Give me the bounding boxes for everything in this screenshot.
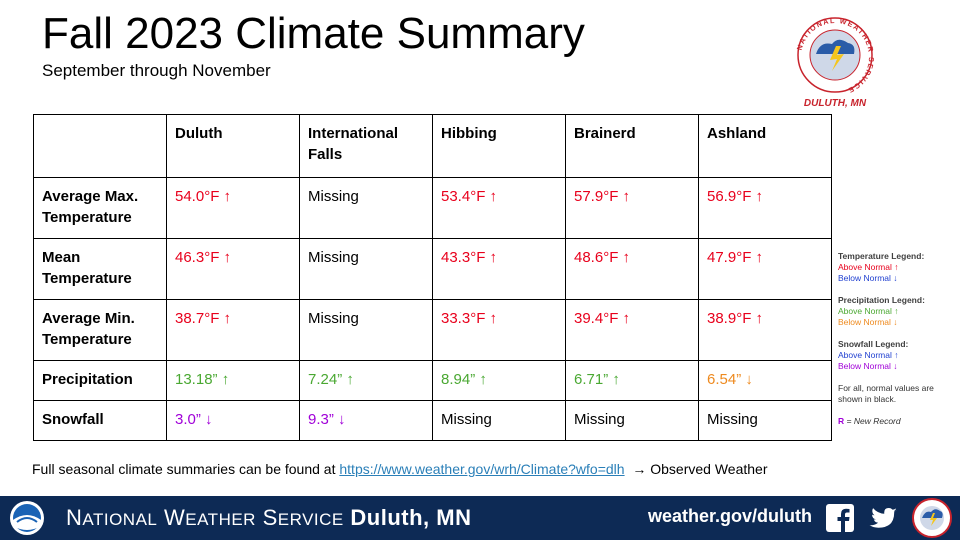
nws-small-logo-icon[interactable] bbox=[912, 498, 952, 538]
arrow-up-icon: ↑ bbox=[479, 371, 487, 388]
cell-value: 38.9°F ↑ bbox=[698, 299, 832, 361]
table-row: Average Min. Temperature 38.7°F ↑ Missin… bbox=[33, 299, 832, 361]
table-row: Average Max. Temperature 54.0°F ↑ Missin… bbox=[33, 177, 832, 239]
table-row: Mean Temperature 46.3°F ↑ Missing 43.3°F… bbox=[33, 238, 832, 300]
arrow-down-icon: ↓ bbox=[338, 411, 346, 428]
arrow-up-icon: ↑ bbox=[346, 371, 354, 388]
table-row: Precipitation 13.18” ↑ 7.24” ↑ 8.94” ↑ 6… bbox=[33, 360, 832, 401]
arrow-up-icon: ↑ bbox=[223, 188, 232, 205]
noaa-logo-icon[interactable] bbox=[9, 500, 45, 536]
cell-value: Missing bbox=[299, 299, 433, 361]
cell-value: 6.71” ↑ bbox=[565, 360, 699, 401]
website-url[interactable]: weather.gov/duluth bbox=[648, 506, 813, 526]
row-header-snowfall: Snowfall bbox=[33, 400, 167, 441]
arrow-down-icon: ↓ bbox=[745, 371, 753, 388]
arrow-up-icon: ↑ bbox=[221, 371, 230, 388]
legend-temp-below: Below Normal ↓ bbox=[838, 273, 898, 283]
arrow-up-icon: ↑ bbox=[489, 310, 498, 327]
corner-cell bbox=[33, 114, 167, 178]
column-header-hibbing: Hibbing bbox=[432, 114, 566, 178]
climate-summary-link[interactable]: https://www.weather.gov/wrh/Climate?wfo=… bbox=[339, 461, 625, 477]
cell-value: Missing bbox=[299, 177, 433, 239]
legend-panel: Temperature Legend: Above Normal ↑ Below… bbox=[838, 251, 956, 427]
cell-value: 48.6°F ↑ bbox=[565, 238, 699, 300]
footer-bar: NATIONAL WEATHER SERVICE Duluth, MN weat… bbox=[0, 496, 960, 540]
cell-value: 46.3°F ↑ bbox=[166, 238, 300, 300]
footnote: Full seasonal climate summaries can be f… bbox=[32, 461, 768, 477]
page-subtitle: September through November bbox=[42, 61, 271, 80]
arrow-up-icon: ↑ bbox=[223, 310, 232, 327]
cell-value: 3.0” ↓ bbox=[166, 400, 300, 441]
normal-values-note: For all, normal values are shown in blac… bbox=[838, 383, 934, 404]
temperature-legend: Temperature Legend: Above Normal ↑ Below… bbox=[838, 251, 956, 284]
column-header-brainerd: Brainerd bbox=[565, 114, 699, 178]
cell-value: 56.9°F ↑ bbox=[698, 177, 832, 239]
row-header-precipitation: Precipitation bbox=[33, 360, 167, 401]
cell-value: 6.54” ↓ bbox=[698, 360, 832, 401]
cell-value: 8.94” ↑ bbox=[432, 360, 566, 401]
cell-value: 53.4°F ↑ bbox=[432, 177, 566, 239]
logo-office-text: DULUTH, MN bbox=[804, 98, 867, 109]
cell-value: Missing bbox=[698, 400, 832, 441]
cell-value: 43.3°F ↑ bbox=[432, 238, 566, 300]
nws-office-name: NATIONAL WEATHER SERVICE Duluth, MN bbox=[66, 505, 472, 530]
legend-precip-below: Below Normal ↓ bbox=[838, 317, 898, 327]
legend-snow-above: Above Normal ↑ bbox=[838, 350, 899, 360]
cell-value: 39.4°F ↑ bbox=[565, 299, 699, 361]
facebook-icon[interactable] bbox=[826, 504, 854, 532]
arrow-up-icon: ↑ bbox=[612, 371, 620, 388]
row-header-mean-temp: Mean Temperature bbox=[33, 238, 167, 300]
cell-value: 38.7°F ↑ bbox=[166, 299, 300, 361]
cell-value: 33.3°F ↑ bbox=[432, 299, 566, 361]
arrow-up-icon: ↑ bbox=[489, 249, 498, 266]
arrow-up-icon: ↑ bbox=[223, 249, 232, 266]
cell-value: 9.3” ↓ bbox=[299, 400, 433, 441]
legend-temp-above: Above Normal ↑ bbox=[838, 262, 899, 272]
cell-value: 13.18” ↑ bbox=[166, 360, 300, 401]
new-record-note: R = New Record bbox=[838, 416, 901, 426]
arrow-up-icon: ↑ bbox=[622, 249, 631, 266]
table-header-row: Duluth International Falls Hibbing Brain… bbox=[33, 114, 832, 178]
cell-value: 7.24” ↑ bbox=[299, 360, 433, 401]
arrow-down-icon: ↓ bbox=[205, 411, 213, 428]
column-header-duluth: Duluth bbox=[166, 114, 300, 178]
table-row: Snowfall 3.0” ↓ 9.3” ↓ Missing Missing M… bbox=[33, 400, 832, 441]
arrow-up-icon: ↑ bbox=[755, 188, 764, 205]
row-header-avg-max-temp: Average Max. Temperature bbox=[33, 177, 167, 239]
column-header-ashland: Ashland bbox=[698, 114, 832, 178]
cell-value: 54.0°F ↑ bbox=[166, 177, 300, 239]
nws-logo: NATIONAL WEATHER SERVICE DULUTH, MN bbox=[795, 16, 875, 109]
snowfall-legend: Snowfall Legend: Above Normal ↑ Below No… bbox=[838, 339, 956, 372]
arrow-up-icon: ↑ bbox=[622, 188, 631, 205]
arrow-up-icon: ↑ bbox=[622, 310, 631, 327]
cell-value: 47.9°F ↑ bbox=[698, 238, 832, 300]
page-title: Fall 2023 Climate Summary bbox=[42, 9, 585, 58]
column-header-international-falls: International Falls bbox=[299, 114, 433, 178]
cell-value: Missing bbox=[565, 400, 699, 441]
climate-table: Duluth International Falls Hibbing Brain… bbox=[33, 114, 832, 441]
arrow-up-icon: ↑ bbox=[755, 310, 764, 327]
twitter-icon[interactable] bbox=[866, 504, 898, 532]
legend-snow-below: Below Normal ↓ bbox=[838, 361, 898, 371]
arrow-up-icon: ↑ bbox=[489, 188, 498, 205]
cell-value: Missing bbox=[432, 400, 566, 441]
legend-precip-above: Above Normal ↑ bbox=[838, 306, 899, 316]
arrow-up-icon: ↑ bbox=[755, 249, 764, 266]
cell-value: Missing bbox=[299, 238, 433, 300]
cell-value: 57.9°F ↑ bbox=[565, 177, 699, 239]
precipitation-legend: Precipitation Legend: Above Normal ↑ Bel… bbox=[838, 295, 956, 328]
row-header-avg-min-temp: Average Min. Temperature bbox=[33, 299, 167, 361]
